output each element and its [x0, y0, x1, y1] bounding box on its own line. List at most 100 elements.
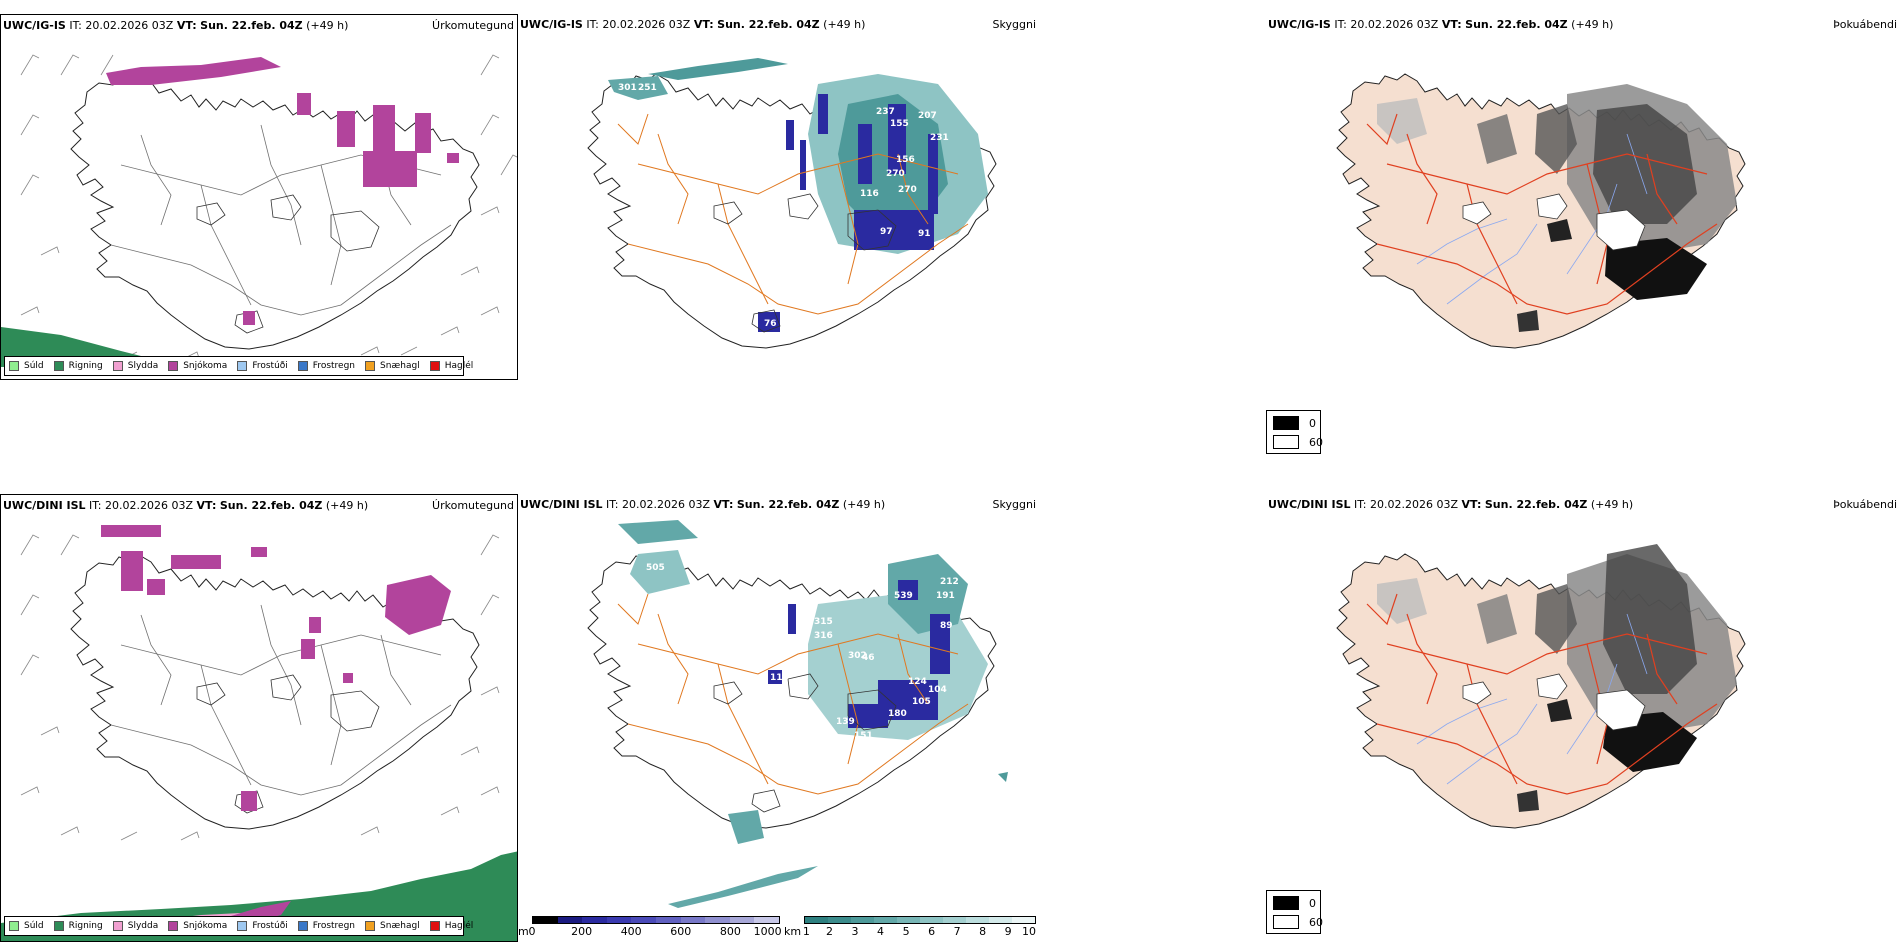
precip-header-row1: UWC/IG-IS IT: 20.02.2026 03Z VT: Sun. 22… — [3, 19, 348, 32]
model-name: UWC/IG-IS — [1268, 18, 1331, 31]
model-name: UWC/DINI ISL — [3, 499, 86, 512]
vis-label: 231 — [930, 133, 949, 143]
legend-item-snjokoma: Snjókoma — [168, 361, 227, 371]
vis-label: 89 — [940, 621, 953, 631]
legend-item-frostregn: Frostregn — [297, 921, 355, 931]
vis-tick: 4 — [877, 925, 885, 938]
vt-label: VT: — [1461, 498, 1482, 511]
legend-item-suld: Súld — [9, 921, 44, 931]
it-value: 20.02.2026 03Z — [1370, 498, 1459, 511]
vis-label: 315 — [814, 617, 833, 627]
it-label: IT: — [89, 499, 102, 512]
fog-fields — [1377, 544, 1737, 812]
vt-label: VT: — [713, 498, 734, 511]
fog-header-row2: UWC/DINI ISL IT: 20.02.2026 03Z VT: Sun.… — [1268, 498, 1633, 511]
it-label: IT: — [1354, 498, 1367, 511]
vt-label: VT: — [693, 18, 714, 31]
vis-label: 539 — [894, 591, 913, 601]
wind-barbs — [20, 534, 500, 841]
visibility-panel-row1: 301 251 237 207 155 231 156 270 270 116 … — [518, 14, 1036, 380]
legend-swatch — [237, 921, 248, 931]
vt-value: Sun. 22.feb. 04Z — [219, 499, 323, 512]
vis-label: 180 — [888, 709, 907, 719]
legend-swatch — [429, 921, 440, 931]
vis-label: 251 — [638, 83, 657, 93]
precip-title-row2: Úrkomutegund — [432, 499, 514, 512]
legend-item-frostudi: Frostúði — [237, 921, 288, 931]
legend-item-snaehagl: Snæhagl — [365, 361, 420, 371]
legend-swatch — [297, 921, 308, 931]
vt-label: VT: — [1441, 18, 1462, 31]
vis-tick: 10 — [1022, 925, 1036, 938]
vis-tick: 5 — [902, 925, 910, 938]
legend-item-rigning: Rigning — [53, 361, 103, 371]
fog-swatch — [1273, 896, 1299, 910]
visibility-map-row1: 301 251 237 207 155 231 156 270 270 116 … — [587, 58, 997, 349]
wind-barbs — [20, 54, 517, 361]
legend-swatch — [168, 361, 179, 371]
legend-item-slydda: Slydda — [112, 921, 158, 931]
it-value: 20.02.2026 03Z — [1350, 18, 1439, 31]
fog-panel-row1: UWC/IG-IS IT: 20.02.2026 03Z VT: Sun. 22… — [1266, 14, 1900, 460]
vis-label: 139 — [836, 717, 855, 727]
vis-label: 316 — [814, 631, 833, 641]
vt-value: Sun. 22.feb. 04Z — [717, 18, 820, 31]
lead-time: (+49 h) — [1590, 498, 1634, 511]
precip-legend-row2: Súld Rigning Slydda Snjókoma Frostúði Fr… — [4, 916, 473, 936]
vis-label: 191 — [936, 591, 955, 601]
it-label: IT: — [69, 19, 82, 32]
vis-label: 270 — [886, 169, 905, 179]
visibility-map-row2: 505 539 212 191 89 315 316 302 46 124 10… — [587, 520, 1008, 908]
vt-value: Sun. 22.feb. 04Z — [200, 19, 303, 32]
vis-label: 124 — [908, 677, 927, 687]
vis-label: 116 — [860, 189, 879, 199]
height-tick: 200 — [571, 925, 593, 938]
model-name: UWC/DINI ISL — [520, 498, 603, 511]
vis-label: 156 — [896, 155, 915, 165]
vis-label: 151 — [854, 731, 873, 741]
model-name: UWC/IG-IS — [520, 18, 583, 31]
vt-label: VT: — [196, 499, 217, 512]
it-label: IT: — [1334, 18, 1347, 31]
height-colorbar-row2: m 0 200 400 600 800 1000 — [518, 916, 782, 938]
vt-value: Sun. 22.feb. 04Z — [736, 498, 840, 511]
visibility-fields — [618, 520, 1008, 908]
lead-time: (+49 h) — [306, 19, 349, 32]
fog-title-row1: Þokuábendi — [1833, 18, 1897, 31]
legend-swatch — [168, 921, 179, 931]
vis-tick: 3 — [851, 925, 859, 938]
lead-time: (+49 h) — [325, 499, 369, 512]
it-value: 20.02.2026 03Z — [105, 499, 194, 512]
legend-swatch — [9, 361, 19, 371]
fog-legend-item: 0 — [1273, 896, 1316, 910]
fog-map-row1 — [1336, 73, 1746, 349]
lead-time: (+49 h) — [1571, 18, 1614, 31]
legend-item-suld: Súld — [9, 361, 44, 371]
vis-label: 115 — [770, 673, 789, 683]
legend-swatch — [112, 921, 123, 931]
legend-item-frostudi: Frostúði — [237, 361, 288, 371]
vis-label: 270 — [898, 185, 917, 195]
vt-value: Sun. 22.feb. 04Z — [1484, 498, 1588, 511]
visibility-fields — [608, 58, 988, 332]
visibility-header-row1: UWC/IG-IS IT: 20.02.2026 03Z VT: Sun. 22… — [520, 18, 865, 31]
it-value: 20.02.2026 03Z — [622, 498, 711, 511]
visibility-title-row1: Skyggni — [992, 18, 1036, 31]
lead-time: (+49 h) — [823, 18, 866, 31]
legend-swatch — [53, 921, 64, 931]
precip-legend-row1: Súld Rigning Slydda Snjókoma Frostúði Fr… — [4, 356, 473, 376]
visibility-labels: 505 539 212 191 89 315 316 302 46 124 10… — [646, 563, 959, 741]
legend-item-snjokoma: Snjókoma — [168, 921, 227, 931]
vis-label: 237 — [876, 107, 895, 117]
legend-swatch — [365, 361, 376, 371]
it-label: IT: — [586, 18, 599, 31]
legend-swatch — [365, 921, 376, 931]
legend-swatch — [297, 361, 308, 371]
lead-time: (+49 h) — [842, 498, 886, 511]
visibility-title-row2: Skyggni — [992, 498, 1036, 511]
vis-label: 46 — [862, 653, 875, 663]
vis-tick: 7 — [953, 925, 961, 938]
height-tick: 600 — [670, 925, 692, 938]
snow-areas — [101, 525, 451, 811]
height-tick: 800 — [719, 925, 741, 938]
